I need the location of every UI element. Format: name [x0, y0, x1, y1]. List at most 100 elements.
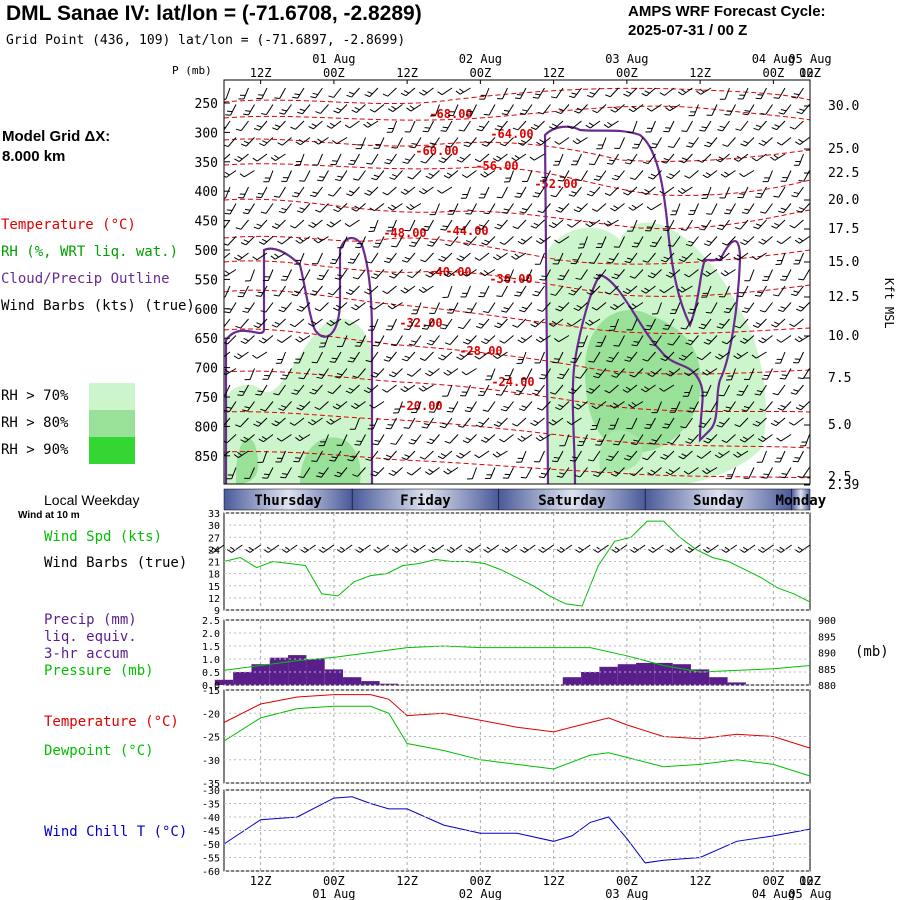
wind-barb-flag [626, 189, 632, 193]
wind-barb-staff [320, 104, 329, 114]
precip-bar [727, 682, 746, 685]
wind-barb [761, 368, 773, 380]
wind-barb-staff [537, 87, 545, 99]
wind-barb-flag [336, 471, 343, 475]
wind-barb-staff [498, 318, 508, 329]
wind-barb-flag [512, 127, 519, 131]
wind-barb-staff [299, 335, 311, 343]
wind-barb [291, 186, 305, 198]
wind-barb-staff [578, 302, 588, 311]
wind-barb [586, 285, 601, 296]
wind-barb-flag [274, 97, 280, 99]
wind-barb-staff [392, 302, 403, 310]
wind-barb-flag [438, 357, 444, 361]
wind-barb-flag [403, 386, 409, 390]
wind-barb-staff [592, 450, 601, 462]
wind-barb-staff [284, 104, 292, 115]
wind-barb-flag [406, 107, 412, 112]
wind-barb-flag [256, 124, 263, 128]
wind-barb [606, 351, 619, 363]
bottom-hour-label: 00Z [470, 874, 492, 888]
wind-barb [425, 368, 440, 377]
wind-barb-flag [387, 424, 393, 426]
wind-barb-flag [484, 140, 490, 144]
precip-bar [599, 666, 618, 685]
wind-barb [410, 401, 422, 414]
wind-barb-staff [393, 368, 403, 378]
wind-barb-staff [654, 236, 662, 247]
wind-barb-flag [739, 549, 745, 553]
wind-barb-flag [429, 312, 435, 314]
wind-barb-flag [315, 111, 321, 114]
wind-barb [289, 417, 305, 426]
pressure-tick-label: 700 [195, 362, 218, 377]
wind-barb [383, 252, 397, 264]
wind-barb-flag [706, 437, 712, 441]
wind-barb-staff [672, 434, 681, 445]
wind-barb-flag [256, 97, 262, 100]
wind-barb-staff [286, 170, 292, 182]
wind-barb-flag [349, 455, 356, 459]
temperature-contour-label: -48.00 [383, 226, 426, 240]
axis-tick-label: -40 [202, 813, 220, 824]
wind-barb [224, 137, 237, 148]
wind-barb-staff [393, 269, 403, 279]
wind-barb-flag [578, 441, 585, 443]
wind-barb-flag [411, 313, 417, 315]
wind-barb-staff [537, 285, 545, 297]
wind-barb-flag [532, 294, 538, 297]
wind-barb-flag [640, 388, 646, 393]
temperature-contour-label: -28.00 [459, 344, 502, 358]
axis-tick-label: 2.5 [202, 616, 220, 627]
wind-barb [688, 104, 699, 117]
wind-barb [716, 318, 730, 329]
wind-barb-flag [437, 455, 444, 460]
wind-barb-flag [372, 443, 378, 446]
wind-barb-flag [291, 195, 298, 198]
wind-barb [513, 384, 527, 396]
wind-barb-flag [224, 144, 229, 148]
wind-barb-flag [631, 401, 637, 407]
wind-barb-flag [591, 208, 598, 212]
precip-bar [636, 662, 655, 685]
wind-barb-flag [428, 173, 434, 177]
wind-barb-flag [386, 158, 393, 162]
wind-barb-flag [752, 324, 759, 328]
axis-tick-label: -60 [202, 867, 220, 878]
wind-barb-flag [382, 93, 388, 97]
wind-barb [677, 87, 693, 96]
wind-barb-staff [748, 368, 755, 380]
axis-tick-label: 33 [208, 509, 220, 520]
wind-barb-flag [480, 193, 486, 195]
wind-barb [669, 401, 681, 413]
wind-barb-staff [468, 236, 477, 246]
precip-bar [251, 664, 270, 685]
wind-barb-flag [365, 359, 372, 363]
wind-barb-staff [330, 318, 342, 327]
wind-barb-flag [756, 461, 763, 463]
wind-barb [480, 269, 496, 277]
wind-barb [278, 203, 292, 214]
wind-barb-staff [776, 120, 786, 130]
wind-barb [665, 269, 681, 278]
wind-barb-staff [535, 318, 545, 328]
wind-barb-flag [537, 309, 543, 312]
wind-barb-flag [702, 194, 709, 196]
wind-barb-flag [326, 420, 332, 425]
wind-barb-staff [688, 467, 699, 475]
wind-barb [483, 203, 496, 215]
wind-barb [529, 153, 545, 161]
wind-barb-flag [681, 89, 687, 94]
wind-barb-flag [439, 327, 446, 330]
wind-barb-flag [696, 455, 702, 459]
wind-barb-flag [280, 476, 286, 479]
wind-barb-staff [540, 137, 551, 146]
wind-barb [610, 203, 625, 212]
precip-label-line2: liq. equiv. [44, 629, 137, 645]
axis-tick-label: 21 [208, 558, 220, 569]
wind-barb-flag [572, 140, 578, 145]
wind-barb [253, 219, 268, 230]
wind-barb-flag [334, 474, 340, 478]
wind-barb [678, 450, 693, 460]
wind-barb-flag [428, 271, 434, 276]
